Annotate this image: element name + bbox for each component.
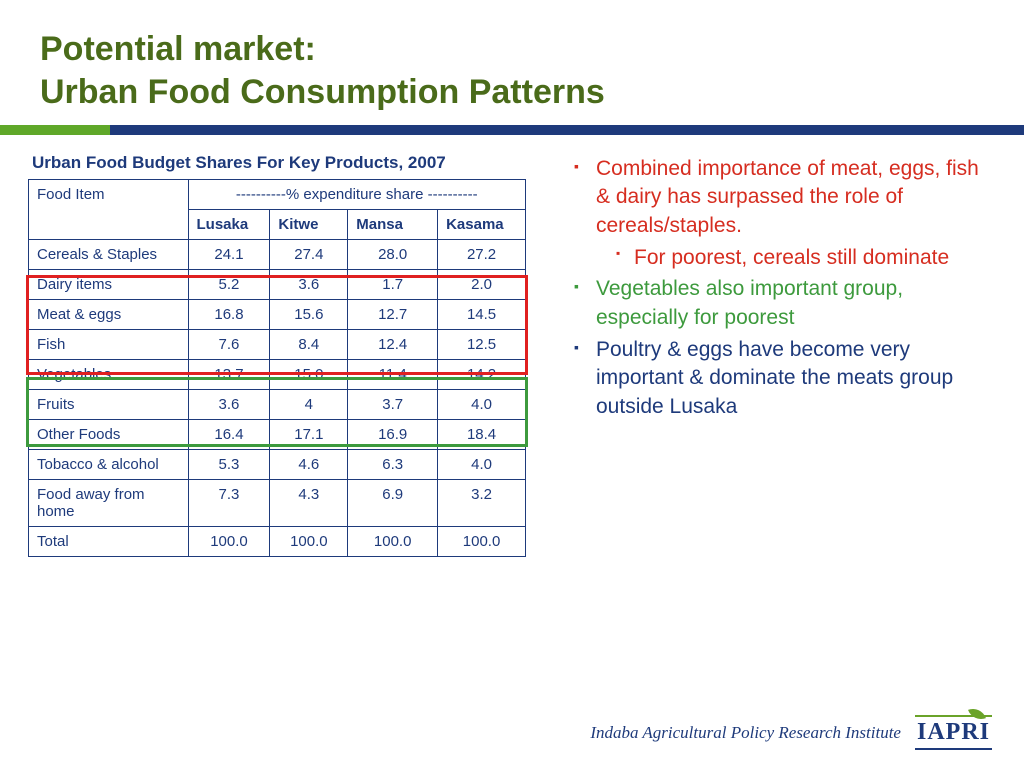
col-header-fooditem: Food Item xyxy=(29,180,189,240)
table-header-row-1: Food Item ----------% expenditure share … xyxy=(29,180,526,210)
cell-value: 27.4 xyxy=(270,240,348,270)
table-row: Tobacco & alcohol5.34.66.34.0 xyxy=(29,450,526,480)
bullet-item: Combined importance of meat, eggs, fish … xyxy=(574,155,984,271)
cell-value: 4.6 xyxy=(270,450,348,480)
table-row: Fruits3.643.74.0 xyxy=(29,390,526,420)
table-row: Total100.0100.0100.0100.0 xyxy=(29,527,526,557)
sub-bullet-item: For poorest, cereals still dominate xyxy=(596,244,984,271)
row-label: Fish xyxy=(29,330,189,360)
cell-value: 28.0 xyxy=(348,240,438,270)
cell-value: 5.2 xyxy=(188,270,270,300)
table-row: Dairy items5.23.61.72.0 xyxy=(29,270,526,300)
col-header-city: Lusaka xyxy=(188,210,270,240)
cell-value: 7.6 xyxy=(188,330,270,360)
cell-value: 3.6 xyxy=(270,270,348,300)
cell-value: 12.7 xyxy=(348,300,438,330)
footer-logo: IAPRI xyxy=(915,715,992,750)
cell-value: 100.0 xyxy=(270,527,348,557)
row-label: Fruits xyxy=(29,390,189,420)
row-label: Cereals & Staples xyxy=(29,240,189,270)
cell-value: 14.2 xyxy=(438,360,526,390)
cell-value: 15.6 xyxy=(270,300,348,330)
cell-value: 11.4 xyxy=(348,360,438,390)
row-label: Dairy items xyxy=(29,270,189,300)
cell-value: 18.4 xyxy=(438,420,526,450)
row-label: Vegetables xyxy=(29,360,189,390)
cell-value: 5.3 xyxy=(188,450,270,480)
bullet-list: Combined importance of meat, eggs, fish … xyxy=(574,155,984,421)
table-row: Vegetables13.715.011.414.2 xyxy=(29,360,526,390)
cell-value: 24.1 xyxy=(188,240,270,270)
cell-value: 16.4 xyxy=(188,420,270,450)
divider-blue xyxy=(110,125,1024,135)
table-row: Other Foods16.417.116.918.4 xyxy=(29,420,526,450)
cell-value: 13.7 xyxy=(188,360,270,390)
cell-value: 7.3 xyxy=(188,480,270,527)
row-label: Meat & eggs xyxy=(29,300,189,330)
col-header-span: ----------% expenditure share ---------- xyxy=(188,180,525,210)
cell-value: 3.6 xyxy=(188,390,270,420)
cell-value: 4 xyxy=(270,390,348,420)
bullet-text: Vegetables also important group, especia… xyxy=(596,277,903,328)
cell-value: 12.5 xyxy=(438,330,526,360)
cell-value: 17.1 xyxy=(270,420,348,450)
table-row: Fish7.68.412.412.5 xyxy=(29,330,526,360)
table-row: Cereals & Staples24.127.428.027.2 xyxy=(29,240,526,270)
bullet-text: Combined importance of meat, eggs, fish … xyxy=(596,157,979,237)
cell-value: 27.2 xyxy=(438,240,526,270)
cell-value: 2.0 xyxy=(438,270,526,300)
cell-value: 4.0 xyxy=(438,450,526,480)
table-row: Food away from home7.34.36.93.2 xyxy=(29,480,526,527)
cell-value: 4.3 xyxy=(270,480,348,527)
row-label: Food away from home xyxy=(29,480,189,527)
cell-value: 100.0 xyxy=(438,527,526,557)
cell-value: 6.9 xyxy=(348,480,438,527)
bullet-item: Poultry & eggs have become very importan… xyxy=(574,336,984,421)
table-row: Meat & eggs16.815.612.714.5 xyxy=(29,300,526,330)
bullet-item: Vegetables also important group, especia… xyxy=(574,275,984,332)
cell-value: 15.0 xyxy=(270,360,348,390)
col-header-city: Kitwe xyxy=(270,210,348,240)
cell-value: 1.7 xyxy=(348,270,438,300)
cell-value: 3.7 xyxy=(348,390,438,420)
title-line-2: Urban Food Consumption Patterns xyxy=(40,71,984,114)
table-title: Urban Food Budget Shares For Key Product… xyxy=(28,153,538,173)
cell-value: 14.5 xyxy=(438,300,526,330)
row-label: Other Foods xyxy=(29,420,189,450)
cell-value: 16.9 xyxy=(348,420,438,450)
divider-green xyxy=(0,125,110,135)
content-area: Urban Food Budget Shares For Key Product… xyxy=(0,135,1024,557)
table-wrapper: Food Item ----------% expenditure share … xyxy=(28,179,538,557)
footer-logo-text: IAPRI xyxy=(917,719,990,746)
food-budget-table: Food Item ----------% expenditure share … xyxy=(28,179,526,557)
left-column: Urban Food Budget Shares For Key Product… xyxy=(28,153,538,557)
divider-bar xyxy=(0,125,1024,135)
col-header-city: Mansa xyxy=(348,210,438,240)
cell-value: 100.0 xyxy=(188,527,270,557)
slide-title-area: Potential market: Urban Food Consumption… xyxy=(0,0,1024,125)
bullet-text: Poultry & eggs have become very importan… xyxy=(596,338,953,418)
col-header-city: Kasama xyxy=(438,210,526,240)
right-column: Combined importance of meat, eggs, fish … xyxy=(538,153,984,557)
title-line-1: Potential market: xyxy=(40,28,984,71)
cell-value: 4.0 xyxy=(438,390,526,420)
cell-value: 3.2 xyxy=(438,480,526,527)
cell-value: 8.4 xyxy=(270,330,348,360)
footer-org-name: Indaba Agricultural Policy Research Inst… xyxy=(590,723,901,743)
cell-value: 100.0 xyxy=(348,527,438,557)
cell-value: 16.8 xyxy=(188,300,270,330)
row-label: Total xyxy=(29,527,189,557)
sub-bullet-list: For poorest, cereals still dominate xyxy=(596,244,984,271)
cell-value: 6.3 xyxy=(348,450,438,480)
row-label: Tobacco & alcohol xyxy=(29,450,189,480)
sub-bullet-text: For poorest, cereals still dominate xyxy=(634,246,949,269)
cell-value: 12.4 xyxy=(348,330,438,360)
slide-footer: Indaba Agricultural Policy Research Inst… xyxy=(590,715,992,750)
